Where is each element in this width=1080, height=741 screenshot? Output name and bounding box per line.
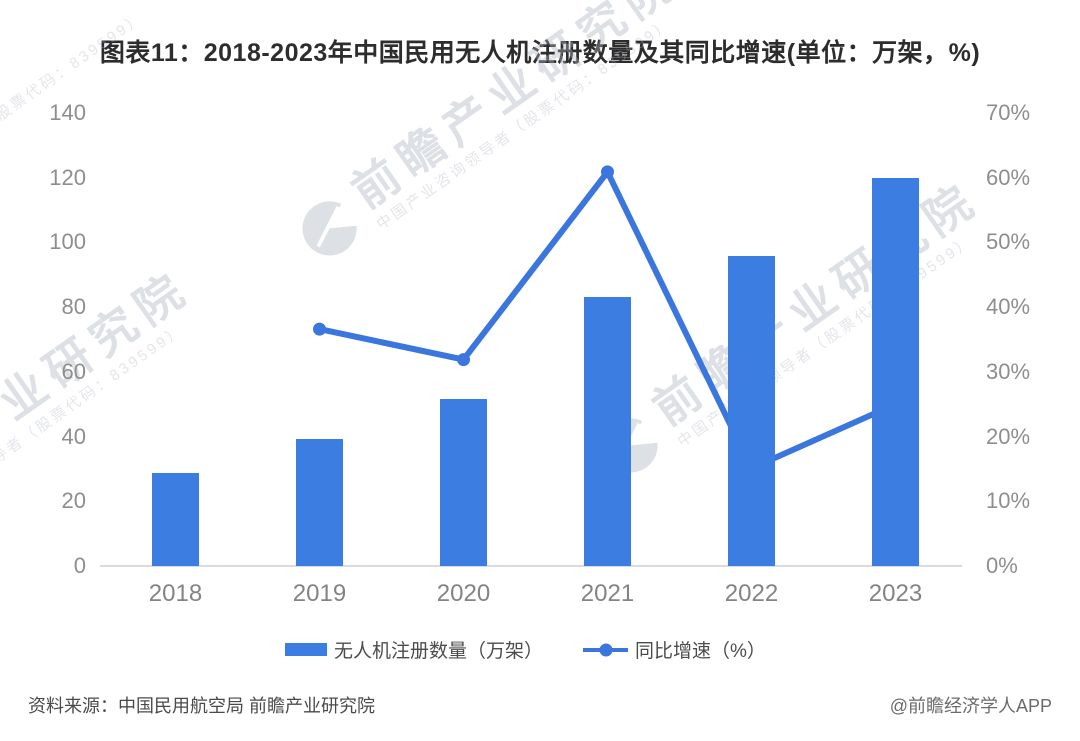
bar-2023 — [872, 178, 919, 566]
left-tick-20: 20 — [61, 488, 86, 514]
right-tick-60%: 60% — [986, 164, 1031, 190]
source-text: 资料来源：中国民用航空局 前瞻产业研究院 — [28, 696, 375, 716]
x-label-2022: 2022 — [724, 580, 779, 607]
left-tick-120: 120 — [49, 164, 86, 190]
legend-label-line: 同比增速（%） — [635, 641, 766, 662]
left-tick-100: 100 — [49, 229, 86, 255]
right-tick-10%: 10% — [986, 488, 1031, 514]
bar-swatch-icon — [285, 643, 327, 656]
right-tick-20%: 20% — [986, 423, 1031, 449]
bar-2020 — [440, 398, 487, 566]
legend-item-bars: 无人机注册数量（万架） — [285, 636, 543, 663]
line-dot-icon — [599, 643, 612, 656]
x-axis-line — [100, 565, 962, 567]
x-label-2018: 2018 — [148, 580, 203, 607]
legend-label-bars: 无人机注册数量（万架） — [334, 641, 544, 662]
left-tick-60: 60 — [61, 358, 86, 384]
left-tick-140: 140 — [49, 100, 86, 125]
x-label-2019: 2019 — [292, 580, 347, 607]
line-point-2019 — [313, 322, 326, 336]
credit-text: @前瞻经济学人APP — [889, 696, 1052, 716]
line-swatch-icon — [583, 643, 628, 656]
line-point-2021 — [601, 165, 614, 179]
line-point-2020 — [457, 353, 470, 367]
left-tick-40: 40 — [61, 423, 86, 449]
right-tick-40%: 40% — [986, 294, 1031, 320]
x-label-2021: 2021 — [580, 580, 635, 607]
bar-2019 — [296, 439, 343, 566]
x-label-2020: 2020 — [436, 580, 491, 607]
bar-2018 — [152, 473, 199, 566]
x-label-2023: 2023 — [868, 580, 923, 607]
right-tick-0%: 0% — [986, 553, 1018, 578]
right-tick-70%: 70% — [986, 100, 1031, 125]
right-tick-30%: 30% — [986, 358, 1031, 384]
chart-title: 图表11：2018-2023年中国民用无人机注册数量及其同比增速(单位：万架，%… — [99, 39, 981, 67]
legend-item-line: 同比增速（%） — [583, 636, 766, 663]
left-tick-0: 0 — [73, 553, 86, 578]
bar-2022 — [728, 256, 775, 566]
right-tick-50%: 50% — [986, 229, 1031, 255]
left-tick-80: 80 — [61, 294, 86, 320]
bar-2021 — [584, 296, 631, 566]
